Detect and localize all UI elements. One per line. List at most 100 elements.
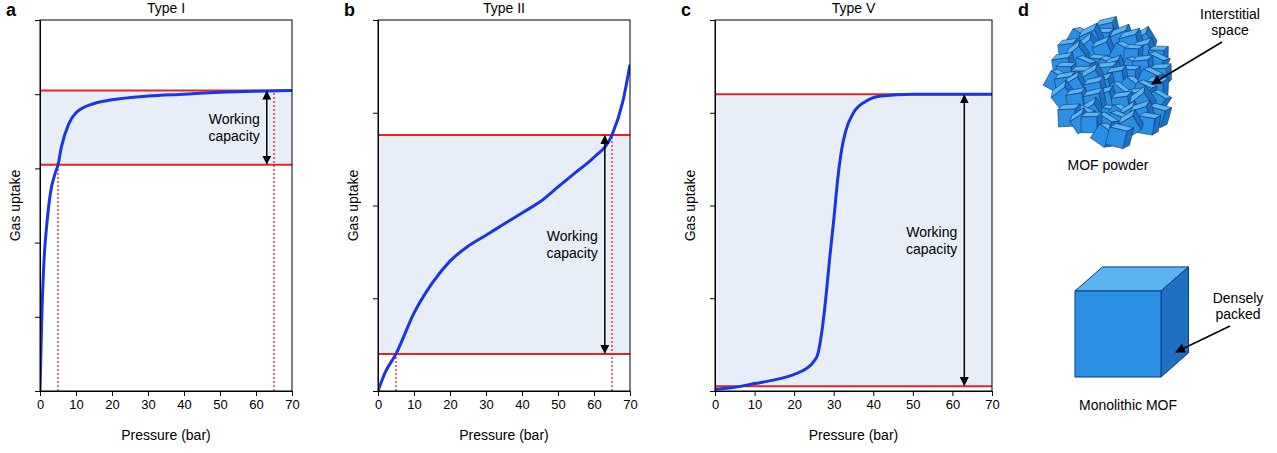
diagram-label: Monolithic MOF <box>1079 397 1177 413</box>
plot-frame <box>378 20 630 391</box>
tick-mark <box>414 391 415 396</box>
tick-mark <box>913 391 914 396</box>
tick-label: 0 <box>375 397 382 412</box>
figure: Workingcapacity010203040506070Type IaPre… <box>0 0 1277 453</box>
powder-particle <box>1105 122 1133 150</box>
tick: 0 <box>712 391 719 412</box>
tick <box>35 20 40 21</box>
tick-label: 0 <box>37 397 44 412</box>
panel-label: c <box>681 0 691 20</box>
tick-label: 40 <box>177 397 191 412</box>
tick <box>373 20 378 21</box>
tick-mark <box>992 391 993 396</box>
tick-mark <box>373 113 378 114</box>
tick-mark <box>873 391 874 396</box>
tick-mark <box>76 391 77 396</box>
tick-mark <box>755 391 756 396</box>
working-capacity-band <box>378 135 630 354</box>
x-axis-title: Pressure (bar) <box>459 427 548 443</box>
tick-mark <box>710 298 715 299</box>
tick-label: 50 <box>906 397 920 412</box>
tick <box>373 391 378 392</box>
isotherm-curve <box>40 90 292 391</box>
tick: 0 <box>37 391 44 412</box>
working-capacity-arrow <box>266 91 268 163</box>
y-axis-title: Gas uptake <box>7 169 23 241</box>
tick-label: 30 <box>479 397 493 412</box>
working-capacity-limit <box>378 134 630 136</box>
panel: Workingcapacity010203040506070Type VcPre… <box>681 0 1000 443</box>
tick: 40 <box>867 391 881 412</box>
tick-mark <box>710 20 715 21</box>
tick-label: 30 <box>141 397 155 412</box>
tick-label: 20 <box>443 397 457 412</box>
callout: Interstitialspace <box>1200 6 1260 38</box>
x-axis: 010203040506070 <box>712 391 1000 412</box>
tick-mark <box>256 391 257 396</box>
tick <box>35 168 40 169</box>
tick: 10 <box>69 391 83 412</box>
tick-label: 0 <box>712 397 719 412</box>
isotherm-curve <box>378 65 630 391</box>
plot-frame <box>715 20 992 391</box>
plot-frame <box>40 20 292 391</box>
x-axis: 010203040506070 <box>375 391 638 412</box>
callout-arrow <box>1152 42 1222 84</box>
tick-mark <box>710 113 715 114</box>
tick <box>35 391 40 392</box>
working-capacity-arrow <box>964 95 966 385</box>
tick <box>710 113 715 114</box>
tick-mark <box>35 94 40 95</box>
tick <box>710 391 715 392</box>
tick-mark <box>184 391 185 396</box>
tick: 50 <box>551 391 565 412</box>
tick-label: 30 <box>827 397 841 412</box>
tick-mark <box>35 391 40 392</box>
working-capacity-band <box>40 90 292 164</box>
tick: 30 <box>479 391 493 412</box>
tick-mark <box>373 206 378 207</box>
tick <box>35 94 40 95</box>
panel-label: b <box>344 0 355 20</box>
tick-mark <box>834 391 835 396</box>
working-capacity-limit <box>40 164 292 166</box>
cube-side <box>1161 267 1189 377</box>
x-axis: 010203040506070 <box>37 391 300 412</box>
tick-label: 60 <box>249 397 263 412</box>
plot-area <box>40 90 292 391</box>
tick-mark <box>558 391 559 396</box>
tick: 60 <box>587 391 601 412</box>
tick: 20 <box>443 391 457 412</box>
panel-label: a <box>6 0 17 20</box>
panel: Workingcapacity010203040506070Type IIbPr… <box>344 0 638 443</box>
tick-label: 20 <box>105 397 119 412</box>
tick: 60 <box>249 391 263 412</box>
tick: 50 <box>213 391 227 412</box>
tick-label: 40 <box>515 397 529 412</box>
plot-area <box>715 94 992 389</box>
tick: 40 <box>515 391 529 412</box>
chart-title: Type V <box>832 0 876 16</box>
axis-line <box>35 21 41 392</box>
tick-label: 10 <box>407 397 421 412</box>
tick-mark <box>630 391 631 396</box>
axis-line <box>716 392 993 397</box>
tick-mark <box>292 391 293 396</box>
plot-area <box>378 65 630 391</box>
tick-label: 70 <box>985 397 999 412</box>
tick-mark <box>112 391 113 396</box>
tick <box>710 20 715 21</box>
cube-front <box>1081 117 1097 133</box>
pressure-marker <box>611 135 612 391</box>
tick-mark <box>373 391 378 392</box>
tick-mark <box>710 391 715 392</box>
tick <box>35 317 40 318</box>
tick-mark <box>220 391 221 396</box>
tick-label: 10 <box>69 397 83 412</box>
tick-mark <box>373 298 378 299</box>
tick <box>373 298 378 299</box>
annotation: Workingcapacity <box>208 111 259 144</box>
tick-label: 40 <box>867 397 881 412</box>
axis-line <box>710 21 716 392</box>
panel-label: d <box>1018 0 1029 20</box>
